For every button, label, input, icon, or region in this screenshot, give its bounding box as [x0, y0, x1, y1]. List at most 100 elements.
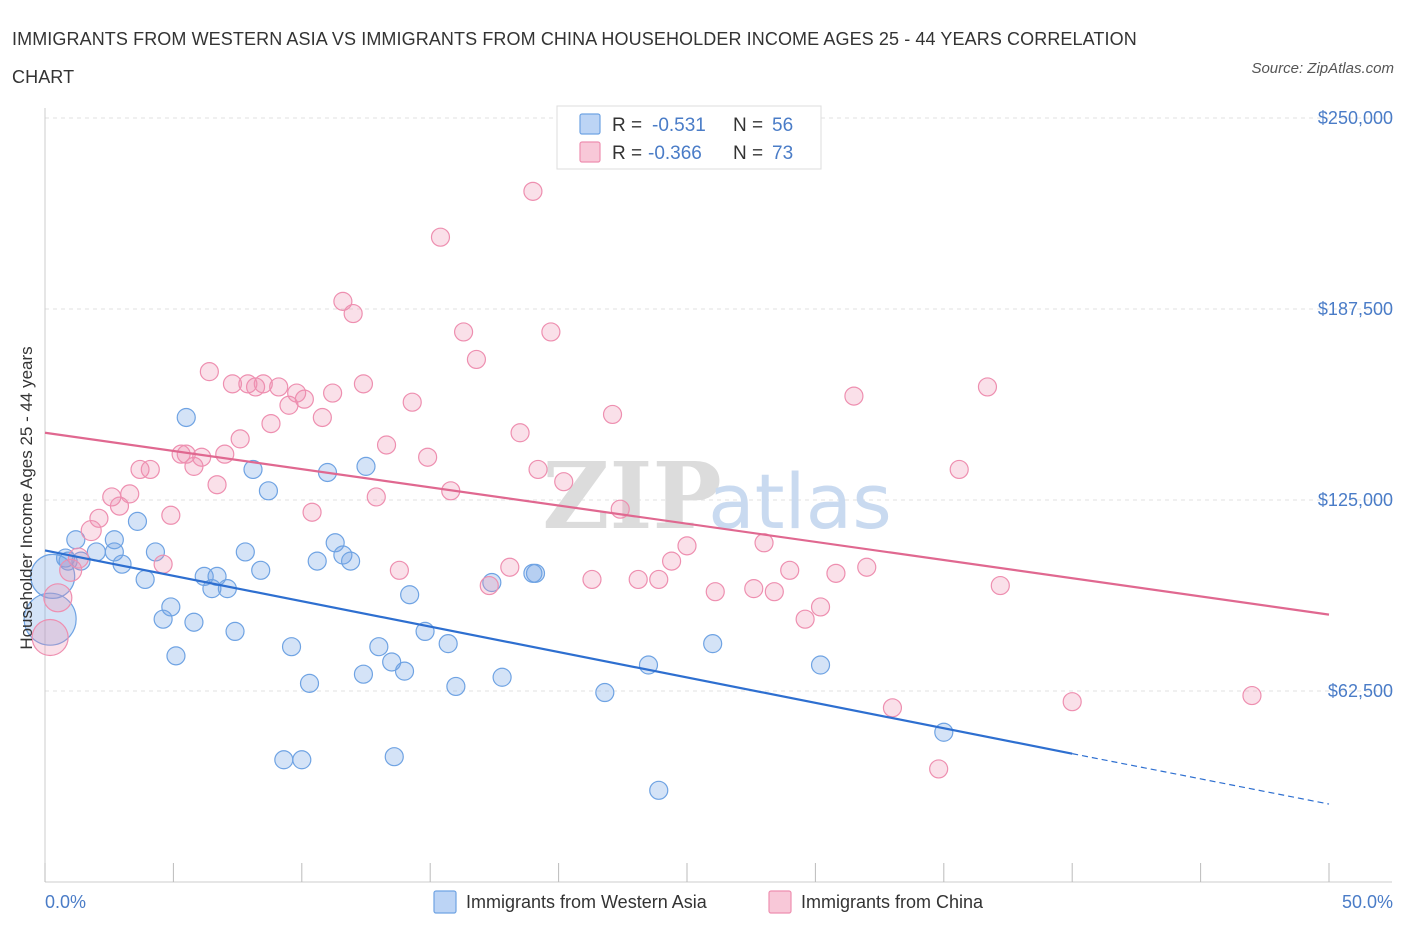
point-blue-54 — [810, 655, 831, 675]
point-pink-24 — [253, 374, 273, 394]
point-pink-45 — [479, 575, 499, 596]
point-blue-29 — [292, 750, 312, 770]
axes — [44, 108, 1392, 883]
point-blue-17 — [176, 407, 196, 428]
point-pink-1 — [43, 583, 73, 613]
point-blue-37 — [356, 456, 376, 476]
legend-box: R = -0.531 N = 56 R = -0.366 N = 73 — [556, 105, 822, 170]
point-pink-20 — [222, 374, 243, 394]
point-pink-66 — [826, 563, 846, 583]
point-pink-30 — [302, 502, 322, 522]
point-pink-31 — [312, 407, 332, 428]
watermark-atlas: atlas — [708, 457, 892, 546]
point-pink-21 — [230, 429, 250, 449]
legend-swatch-blue — [579, 113, 601, 135]
point-pink-7 — [109, 496, 130, 516]
point-pink-74 — [1062, 692, 1082, 712]
point-pink-29 — [294, 389, 314, 409]
legend-n-label-pink: N = — [733, 143, 763, 164]
point-pink-35 — [353, 374, 374, 394]
point-pink-28 — [287, 383, 307, 403]
point-blue-10 — [127, 511, 148, 531]
point-pink-71 — [949, 459, 969, 480]
watermark: ZIP atlas — [542, 442, 892, 550]
trend-line-blue-extension — [1072, 753, 1330, 805]
point-pink-47 — [510, 423, 530, 443]
point-blue-31 — [307, 551, 327, 571]
point-blue-22 — [225, 621, 245, 642]
series-legend-swatch-blue — [433, 890, 457, 914]
y-tick-labels: $62,500 $125,000 $187,500 $250,000 — [1318, 108, 1393, 701]
point-pink-37 — [376, 435, 397, 455]
legend-frame — [556, 105, 822, 170]
point-blue-40 — [384, 747, 404, 767]
legend-n-label-blue: N = — [733, 115, 763, 136]
point-pink-0 — [31, 618, 69, 657]
legend-r-value-pink: -0.366 — [648, 143, 702, 164]
point-blue-53 — [703, 634, 723, 654]
chart-title: IMMIGRANTS FROM WESTERN ASIA VS IMMIGRAN… — [12, 29, 1137, 87]
point-pink-16 — [192, 447, 212, 467]
point-pink-69 — [882, 698, 903, 718]
point-pink-62 — [764, 582, 784, 602]
point-pink-68 — [857, 557, 877, 577]
point-blue-30 — [299, 673, 320, 693]
point-blue-16 — [184, 612, 204, 632]
series-legend-label-pink: Immigrants from China — [801, 892, 984, 912]
point-pink-59 — [705, 582, 725, 602]
point-blue-25 — [251, 560, 271, 580]
point-pink-17 — [199, 362, 219, 382]
data-points — [23, 181, 1262, 800]
point-blue-41 — [394, 661, 415, 681]
point-blue-46 — [482, 572, 502, 593]
point-pink-58 — [677, 536, 697, 556]
series-legend-swatch-pink — [768, 890, 792, 914]
y-tick-label-2: $187,500 — [1318, 299, 1393, 319]
point-pink-5 — [89, 508, 109, 528]
point-blue-8 — [104, 530, 124, 550]
point-pink-53 — [602, 404, 623, 425]
point-pink-56 — [649, 569, 669, 590]
point-blue-28 — [281, 637, 302, 657]
point-blue-14 — [161, 597, 181, 617]
point-pink-2 — [59, 558, 83, 582]
series-legend: Immigrants from Western Asia Immigrants … — [433, 890, 984, 914]
point-blue-12 — [145, 542, 166, 562]
point-pink-60 — [744, 579, 764, 599]
y-axis-label: Householder Income Ages 25 - 44 years — [17, 346, 36, 649]
point-blue-11 — [135, 569, 155, 590]
point-pink-73 — [990, 575, 1010, 596]
legend-swatch-pink — [579, 141, 601, 163]
legend-r-value-blue: -0.531 — [652, 115, 706, 136]
trend-line-pink — [44, 431, 1330, 616]
point-blue-26 — [258, 481, 279, 501]
point-pink-43 — [453, 322, 474, 342]
point-pink-40 — [418, 447, 438, 467]
point-pink-49 — [528, 459, 548, 480]
point-pink-18 — [207, 475, 227, 495]
point-pink-75 — [1242, 685, 1262, 706]
point-pink-38 — [389, 560, 409, 580]
point-pink-48 — [523, 181, 543, 201]
point-pink-63 — [780, 560, 800, 580]
point-pink-25 — [261, 414, 281, 434]
point-pink-65 — [810, 597, 831, 617]
point-pink-72 — [977, 377, 998, 397]
point-pink-57 — [661, 551, 682, 571]
point-pink-11 — [153, 554, 173, 574]
point-blue-52 — [649, 780, 669, 800]
point-pink-50 — [541, 322, 561, 342]
point-pink-46 — [500, 557, 520, 577]
point-pink-4 — [80, 519, 102, 542]
point-pink-32 — [323, 383, 343, 403]
trend-lines — [44, 431, 1330, 805]
legend-r-label-blue: R = — [612, 115, 642, 136]
point-pink-33 — [333, 291, 353, 311]
trend-line-blue — [44, 549, 1073, 755]
point-blue-15 — [166, 646, 186, 666]
watermark-zip: ZIP — [542, 442, 721, 550]
point-blue-47 — [492, 667, 512, 687]
point-pink-64 — [795, 609, 815, 629]
point-blue-13 — [153, 609, 173, 629]
